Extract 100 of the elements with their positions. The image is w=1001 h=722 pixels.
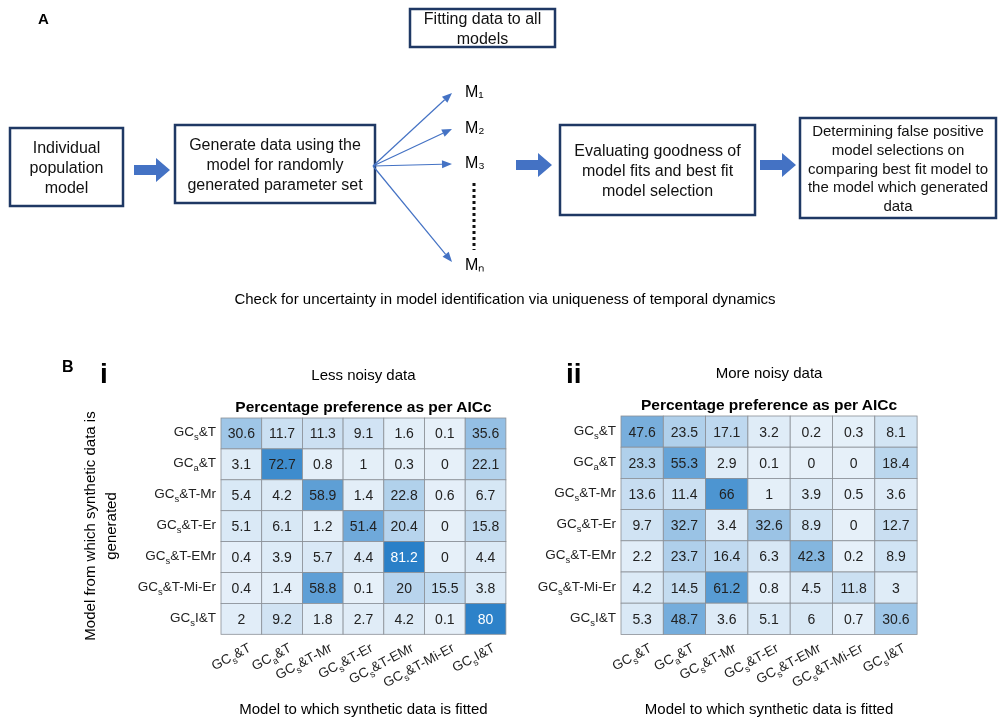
data-label: 12.7 [882, 517, 910, 534]
data-label: 23.7 [670, 548, 699, 565]
text: Mₙ [465, 256, 485, 273]
data-label: 23.5 [670, 423, 699, 440]
data-label: 22.8 [390, 487, 418, 504]
data-label: 80 [477, 610, 494, 627]
data-label: 0 [807, 454, 816, 471]
data-label: 0.3 [394, 456, 415, 473]
data-label: 9.2 [272, 610, 292, 627]
chart-title: Percentage preference as per AICc [235, 398, 492, 415]
y-tick-label: GC$_{s}$&T-Mi-Er [537, 578, 617, 597]
y-tick-label: GC$_{s}$&T [173, 423, 216, 443]
data-label: 4.2 [632, 579, 653, 596]
data-label: 1.4 [272, 579, 292, 596]
data-label: 14.5 [670, 579, 699, 596]
data-label: 42.3 [797, 548, 826, 565]
data-label: 66 [718, 486, 735, 502]
data-label: 6.1 [272, 518, 292, 535]
data-label: 32.6 [755, 517, 783, 534]
data-label: 5.4 [231, 487, 252, 504]
data-label: 0.1 [759, 454, 779, 471]
data-label: 3.6 [886, 486, 906, 502]
text: Fitting data to all models [423, 9, 542, 47]
chart-subtitle: More noisy data [715, 364, 824, 381]
data-label: 22.1 [471, 456, 500, 473]
data-label: 4.5 [801, 579, 822, 596]
text: M₃ [465, 154, 485, 171]
text: Generate data using the model for randomly generated parameter set [187, 135, 364, 193]
y-tick-label: GC$_{s}$&T-Mi-Er [137, 578, 217, 597]
text: Individual population model [29, 138, 104, 196]
y-tick-label: GC$_{s}$&T-Er [556, 515, 617, 535]
data-label: 6.7 [475, 487, 496, 504]
data-label: 72.7 [268, 456, 296, 473]
data-label: 1.2 [313, 518, 333, 535]
data-label: 35.6 [471, 425, 500, 442]
data-label: 6.3 [759, 548, 779, 565]
data-label: 0.1 [435, 425, 455, 442]
data-label: 1.4 [353, 487, 374, 504]
data-label: 5.7 [313, 549, 333, 566]
y-tick-label: GC$_{s}$&T-EMr [145, 547, 217, 567]
data-label: 3.6 [717, 610, 737, 627]
data-label: 20.4 [390, 518, 418, 535]
data-label: 4.4 [353, 549, 374, 566]
data-label: 0.2 [843, 548, 864, 565]
data-label: 4.2 [394, 610, 415, 627]
data-label: 8.9 [801, 517, 822, 534]
data-label: 48.7 [670, 610, 699, 627]
data-label: 0 [440, 549, 449, 566]
data-label: 0.1 [353, 579, 374, 596]
data-label: 1 [765, 486, 774, 502]
data-label: 30.6 [227, 425, 256, 442]
data-label: 3.2 [759, 423, 779, 440]
data-label: 0.8 [759, 579, 779, 596]
data-label: 4.2 [272, 487, 292, 504]
data-label: 13.6 [628, 486, 656, 502]
data-label: 2.2 [632, 548, 653, 565]
data-label: 0 [849, 454, 858, 471]
data-label: 58.9 [309, 487, 337, 504]
data-label: 0 [440, 456, 449, 473]
data-label: 4.4 [475, 549, 496, 566]
data-label: 8.9 [886, 548, 906, 565]
data-label: 11.8 [840, 579, 867, 596]
data-label: 47.6 [628, 423, 656, 440]
data-label: 0 [849, 517, 858, 534]
y-tick-label: GC$_{s}$I&T [170, 609, 216, 628]
data-label: 81.2 [390, 549, 418, 566]
data-label: 5.1 [231, 518, 252, 535]
y-tick-label: GC$_{s}$&T-EMr [545, 546, 617, 566]
data-label: 8.1 [886, 423, 906, 440]
data-label: 3 [892, 579, 901, 596]
data-label: 11.4 [671, 486, 698, 502]
data-label: 3.8 [475, 579, 496, 596]
data-label: 58.8 [309, 579, 337, 596]
data-label: 9.7 [632, 517, 653, 534]
data-label: 16.4 [713, 548, 741, 565]
data-label: 15.5 [431, 579, 459, 596]
y-tick-label: GC$_{s}$I&T [570, 609, 616, 628]
data-label: 6 [807, 610, 816, 627]
data-label: 0.5 [843, 486, 864, 502]
data-label: 0.3 [843, 423, 864, 440]
text: A [38, 10, 49, 27]
chart-title: Percentage preference as per AICc [640, 396, 898, 413]
data-label: 30.6 [882, 610, 910, 627]
data-label: 0.1 [435, 610, 455, 627]
y-tick-label: GC$_{s}$&T [573, 422, 616, 441]
data-label: 2 [237, 610, 246, 627]
y-tick-label: GC$_{s}$&T-Er [156, 516, 217, 536]
y-tick-label: GC$_{s}$&T-Mr [554, 484, 617, 503]
data-label: 18.4 [882, 454, 910, 471]
data-label: 55.3 [670, 454, 699, 471]
data-label: 1 [359, 456, 368, 473]
data-label: 0.6 [435, 487, 455, 504]
text: Determining false positive model selections on comparing best fit model to the model which generated data [807, 122, 989, 214]
x-axis-title: Model to which synthetic data is fitted [239, 700, 488, 717]
data-label: 5.3 [632, 610, 653, 627]
data-label: 9.1 [353, 425, 374, 442]
data-label: 32.7 [670, 517, 699, 534]
data-label: 15.8 [471, 518, 500, 535]
data-label: 51.4 [349, 518, 378, 535]
data-label: 61.2 [713, 579, 741, 596]
